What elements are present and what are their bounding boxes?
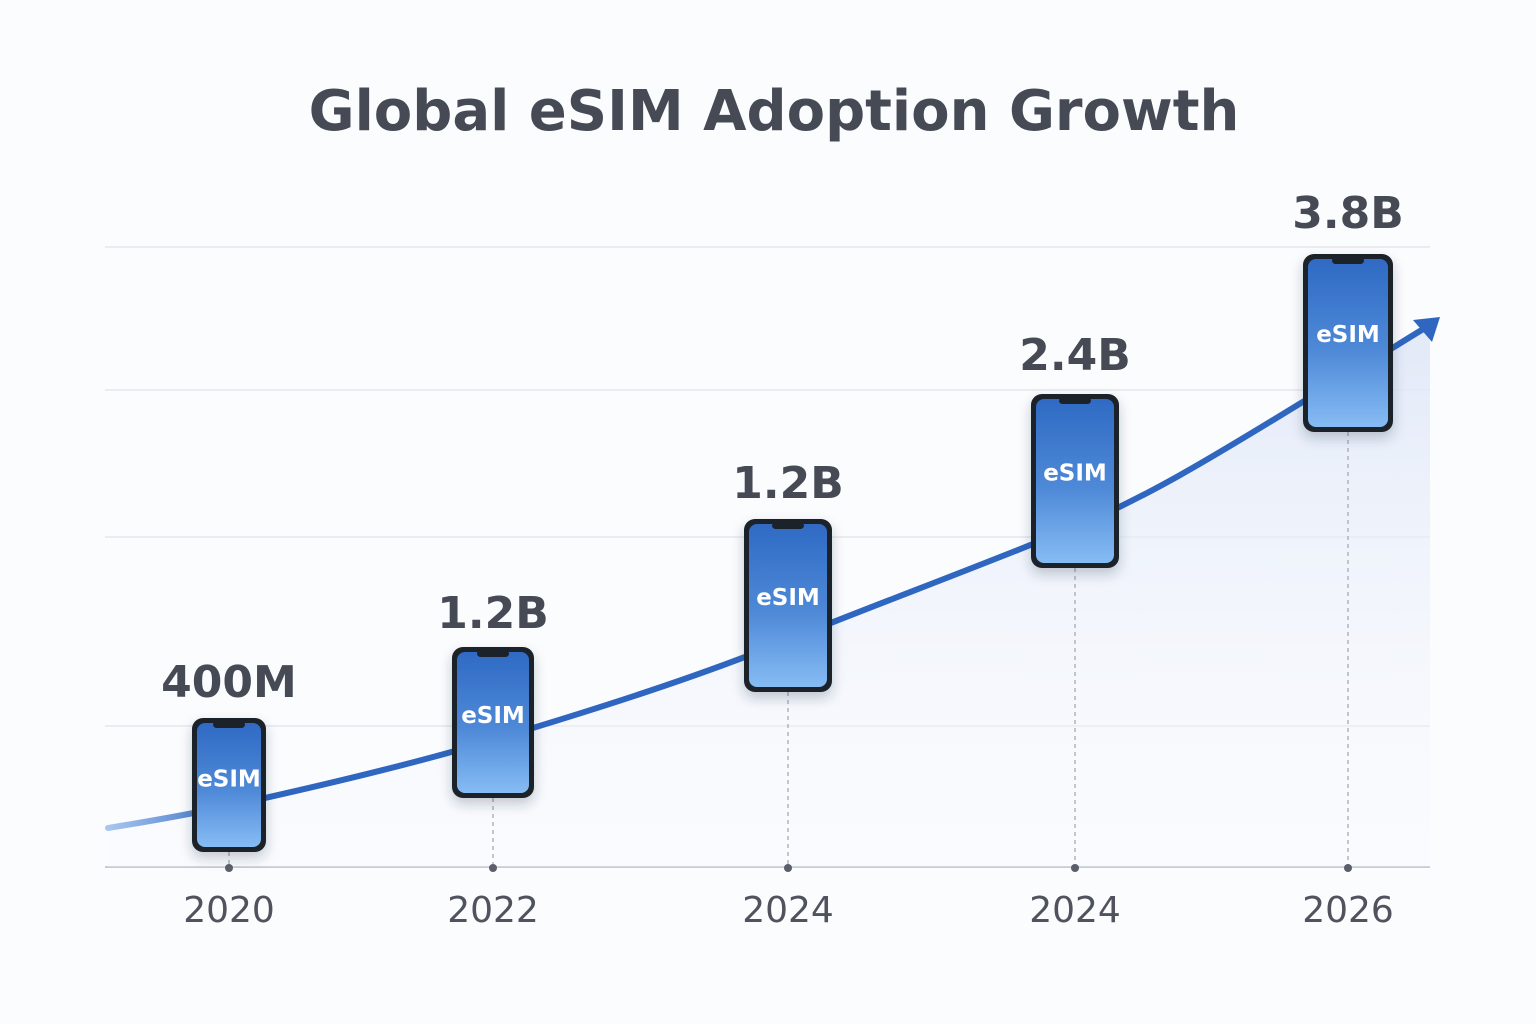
x-tick-label: 2026 xyxy=(1302,890,1394,931)
phone-screen xyxy=(1308,259,1388,427)
smartphone-icon xyxy=(192,718,266,852)
phone-screen xyxy=(457,652,529,793)
data-point-2024: eSIM 1.2B 2024 xyxy=(732,458,843,931)
phone-screen xyxy=(1036,399,1114,563)
area-under-curve xyxy=(108,328,1430,867)
x-tick-label: 2020 xyxy=(183,890,275,931)
esim-label: eSIM xyxy=(756,585,820,611)
esim-label: eSIM xyxy=(197,766,261,792)
esim-label: eSIM xyxy=(1316,322,1380,348)
phone-notch xyxy=(1059,397,1091,404)
esim-label: eSIM xyxy=(461,703,525,729)
axis-tick-dot xyxy=(1071,864,1079,872)
value-label: 400M xyxy=(161,657,297,708)
smartphone-icon xyxy=(1031,394,1119,568)
axis-tick-dot xyxy=(784,864,792,872)
trend-arrowhead xyxy=(1413,317,1440,342)
axis-tick-dot xyxy=(1344,864,1352,872)
x-tick-label: 2022 xyxy=(447,890,539,931)
phone-notch xyxy=(477,650,509,657)
phone-notch xyxy=(772,522,804,529)
phone-notch xyxy=(213,721,245,728)
phone-screen xyxy=(749,524,827,687)
data-point-2026: eSIM 3.8B 2026 xyxy=(1292,188,1403,931)
value-label: 2.4B xyxy=(1019,330,1130,381)
data-point-2024: eSIM 2.4B 2024 xyxy=(1019,330,1130,931)
smartphone-icon xyxy=(452,647,534,798)
x-tick-label: 2024 xyxy=(742,890,834,931)
chart-title: Global eSIM Adoption Growth xyxy=(309,79,1240,144)
value-label: 3.8B xyxy=(1292,188,1403,239)
x-tick-label: 2024 xyxy=(1029,890,1121,931)
phone-screen xyxy=(197,723,261,847)
value-label: 1.2B xyxy=(437,588,548,639)
value-label: 1.2B xyxy=(732,458,843,509)
esim-label: eSIM xyxy=(1043,460,1107,486)
axis-tick-dot xyxy=(225,864,233,872)
smartphone-icon xyxy=(744,519,832,692)
axis-tick-dot xyxy=(489,864,497,872)
data-point-2020: eSIM 400M 2020 xyxy=(161,657,297,931)
smartphone-icon xyxy=(1303,254,1393,432)
data-point-2022: eSIM 1.2B 2022 xyxy=(437,588,548,931)
phone-notch xyxy=(1332,257,1364,264)
